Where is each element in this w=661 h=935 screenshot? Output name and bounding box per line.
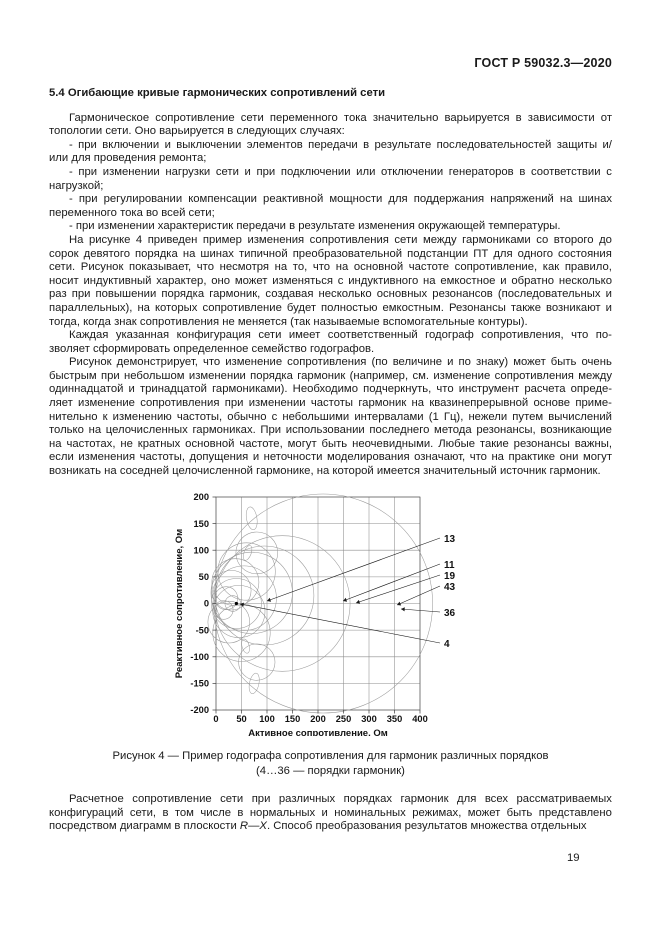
svg-text:100: 100 — [259, 714, 275, 724]
svg-text:300: 300 — [361, 714, 377, 724]
svg-text:Реактивное сопротивление, Ом: Реактивное сопротивление, Ом — [174, 529, 185, 678]
svg-text:11: 11 — [444, 560, 455, 571]
svg-text:0: 0 — [204, 599, 209, 609]
svg-text:-200: -200 — [190, 705, 209, 715]
svg-text:4: 4 — [444, 639, 450, 650]
svg-text:13: 13 — [444, 534, 456, 545]
svg-text:19: 19 — [444, 571, 456, 582]
svg-text:150: 150 — [285, 714, 301, 724]
svg-text:Активное сопротивление, Ом: Активное сопротивление, Ом — [248, 728, 388, 736]
svg-text:350: 350 — [387, 714, 403, 724]
svg-text:50: 50 — [199, 572, 209, 582]
svg-text:43: 43 — [444, 582, 456, 593]
svg-text:100: 100 — [193, 546, 209, 556]
svg-text:200: 200 — [193, 492, 209, 502]
svg-text:50: 50 — [236, 714, 246, 724]
svg-text:0: 0 — [213, 714, 218, 724]
svg-text:36: 36 — [444, 608, 456, 619]
svg-text:400: 400 — [412, 714, 428, 724]
svg-text:250: 250 — [336, 714, 352, 724]
svg-text:-150: -150 — [190, 679, 209, 689]
svg-text:-100: -100 — [190, 652, 209, 662]
svg-text:200: 200 — [310, 714, 326, 724]
svg-text:-50: -50 — [196, 625, 209, 635]
svg-text:150: 150 — [193, 519, 209, 529]
